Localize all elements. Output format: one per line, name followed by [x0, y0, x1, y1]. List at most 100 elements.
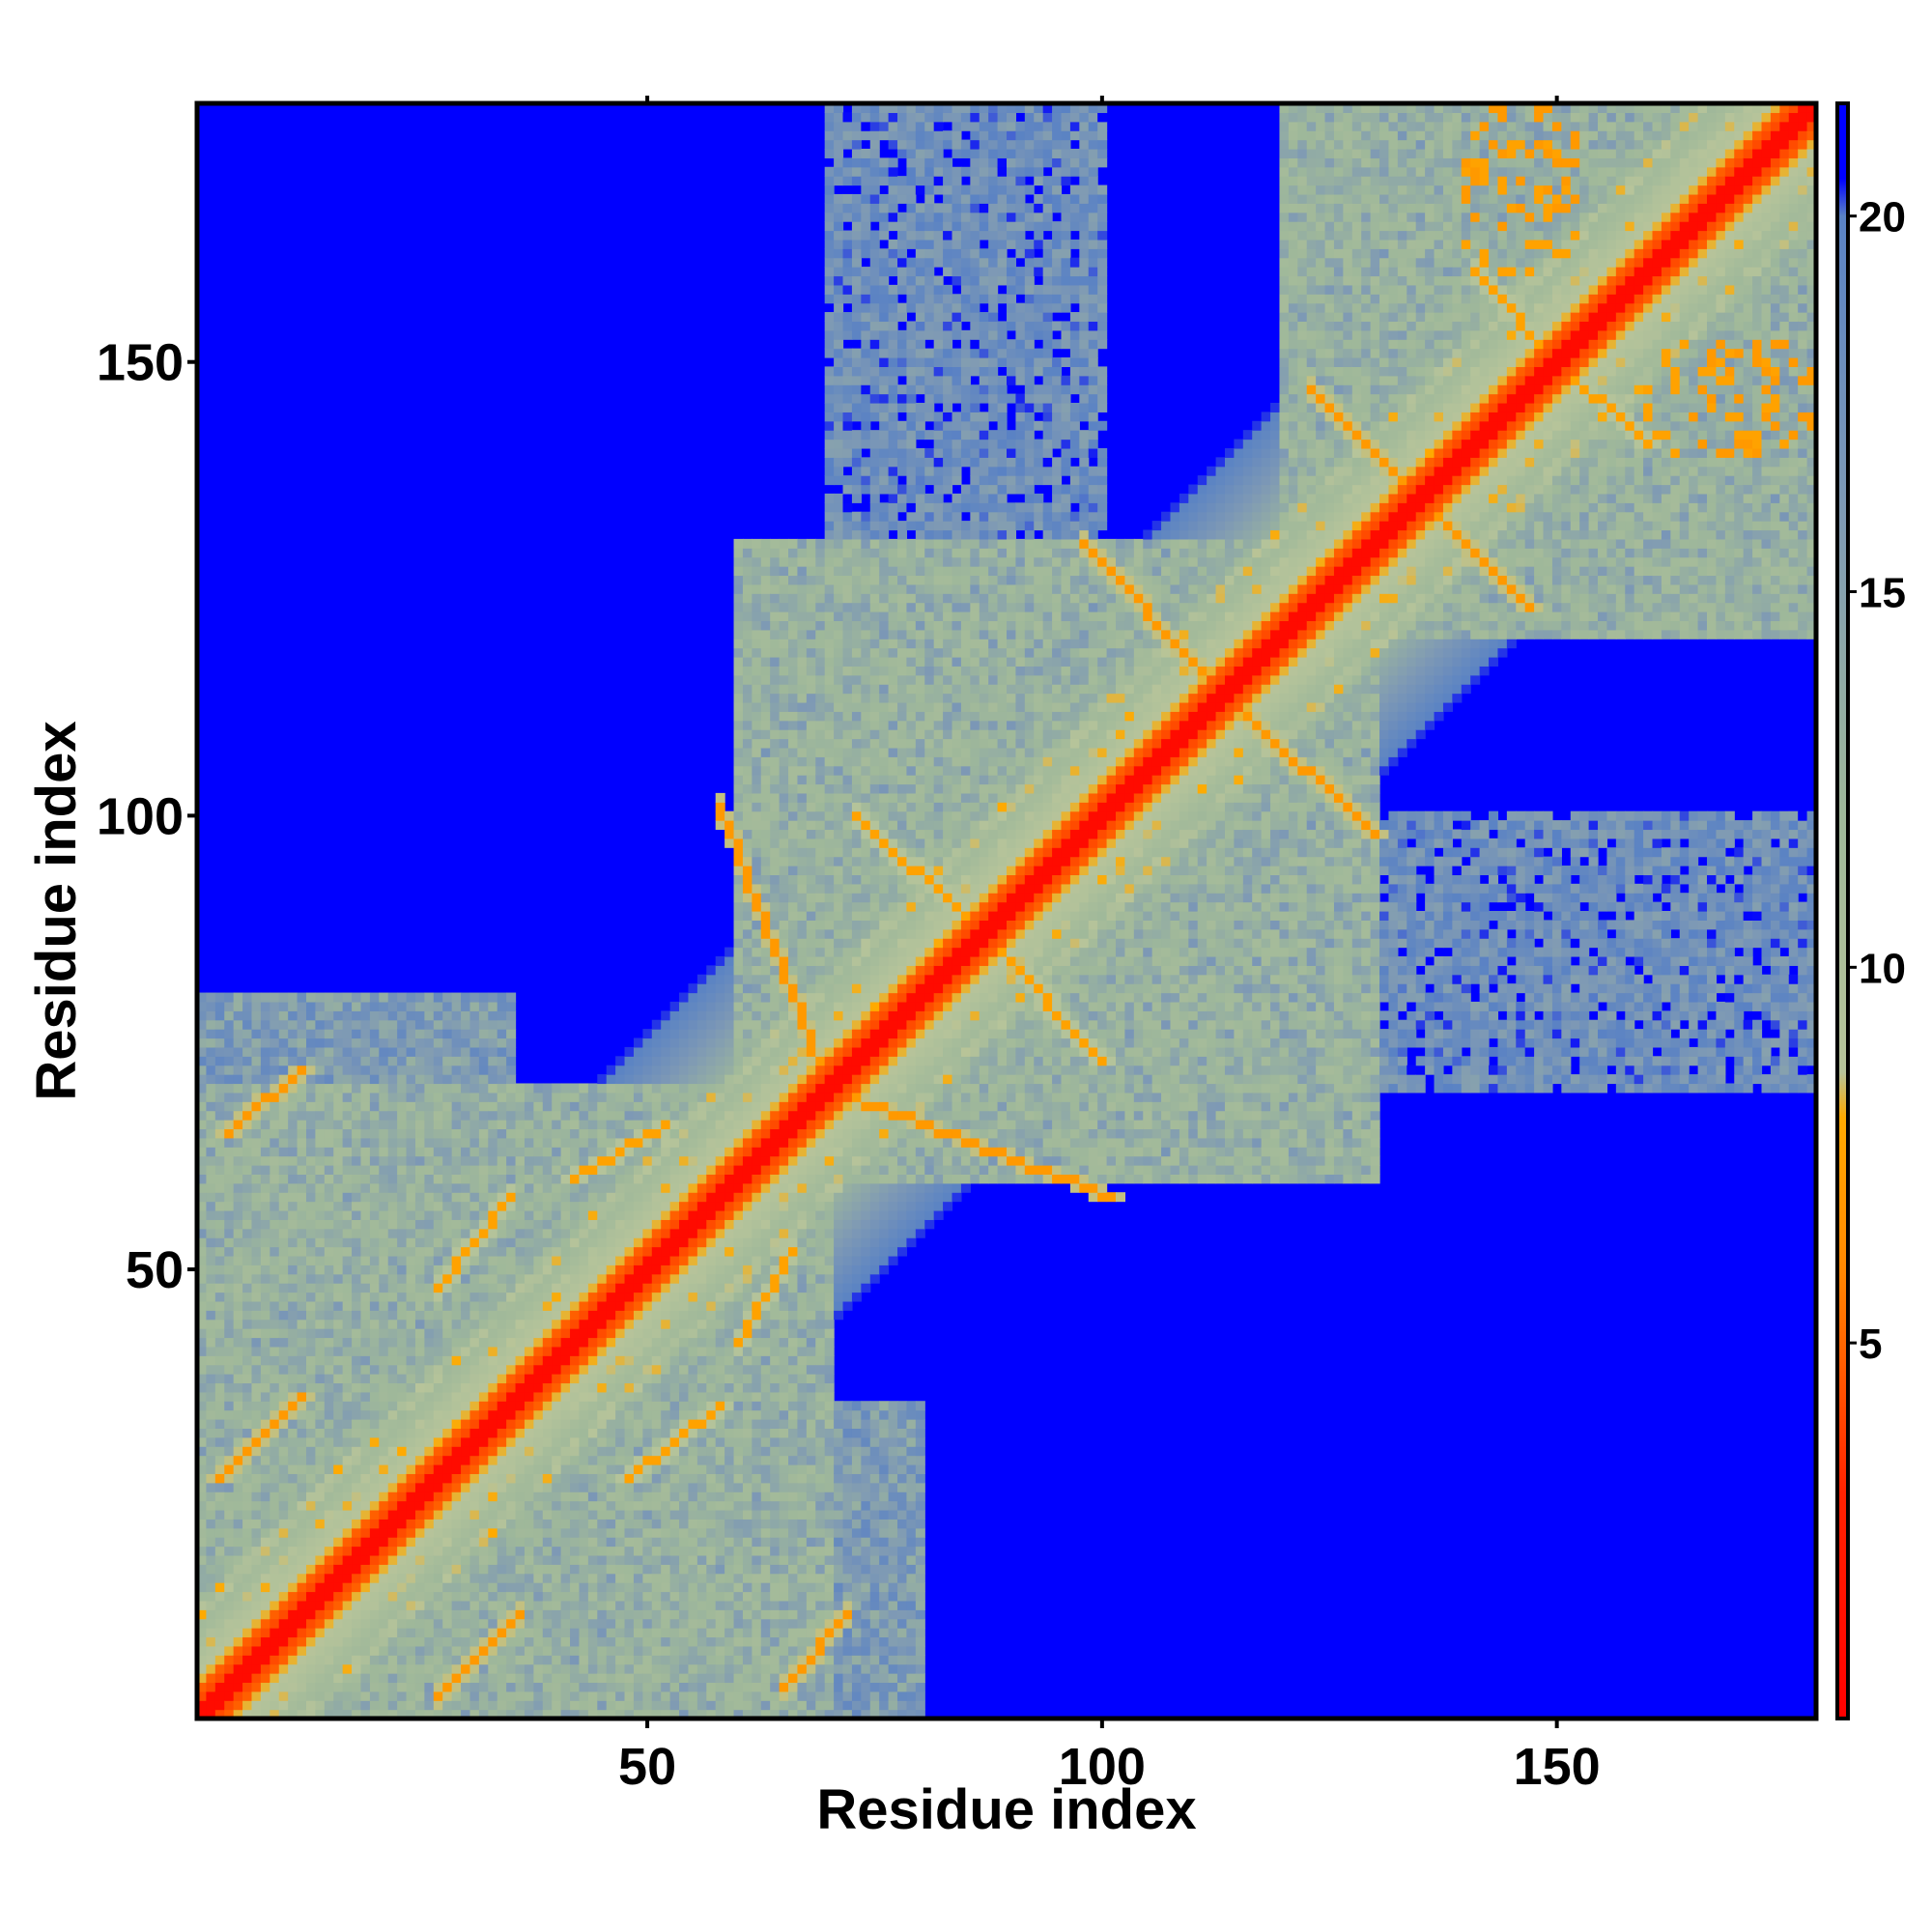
heatmap-cell — [233, 1582, 243, 1593]
heatmap-cell — [206, 1455, 216, 1465]
heatmap-cell — [442, 1328, 453, 1339]
heatmap-cell — [424, 1182, 435, 1193]
heatmap-cell — [224, 1337, 235, 1348]
heatmap-cell — [724, 1591, 735, 1602]
heatmap-cell — [552, 1092, 562, 1102]
heatmap-cell — [414, 1419, 425, 1430]
heatmap-cell — [679, 1120, 690, 1130]
heatmap-cell — [552, 1436, 562, 1447]
heatmap-cell — [360, 1436, 371, 1447]
heatmap-cell — [733, 1147, 744, 1157]
heatmap-cell — [506, 1636, 517, 1647]
heatmap-cell — [506, 1056, 517, 1066]
heatmap-cell — [469, 1120, 480, 1130]
heatmap-cell — [706, 1319, 717, 1329]
heatmap-cell — [533, 1228, 544, 1238]
heatmap-cell — [706, 1165, 717, 1175]
heatmap-cell — [497, 992, 507, 1003]
heatmap-cell — [206, 1137, 216, 1148]
heatmap-cell — [706, 992, 717, 1003]
heatmap-cell — [696, 1056, 707, 1066]
heatmap-cell — [387, 1337, 398, 1348]
heatmap-cell — [451, 1310, 462, 1321]
heatmap-cell — [587, 1264, 598, 1275]
heatmap-cell — [251, 1209, 262, 1220]
heatmap-cell — [342, 1209, 353, 1220]
heatmap-cell — [669, 1700, 680, 1711]
heatmap-cell — [406, 1246, 416, 1257]
heatmap-cell — [397, 1192, 408, 1203]
heatmap-cell — [214, 1355, 225, 1366]
heatmap-cell — [724, 1582, 735, 1593]
heatmap-cell — [333, 1519, 344, 1529]
heatmap-cell — [233, 1436, 243, 1447]
heatmap-cell — [278, 1246, 289, 1257]
heatmap-cell — [260, 1500, 270, 1511]
heatmap-cell — [560, 1709, 571, 1719]
heatmap-cell — [579, 1255, 589, 1265]
heatmap-cell — [570, 1292, 581, 1302]
heatmap-cell — [742, 711, 753, 722]
heatmap-cell — [587, 1120, 598, 1130]
heatmap-cell — [624, 1201, 635, 1211]
heatmap-cell — [270, 1237, 280, 1248]
heatmap-cell — [615, 1473, 626, 1484]
heatmap-cell — [406, 1174, 416, 1184]
heatmap-cell — [515, 1609, 526, 1620]
heatmap-cell — [624, 1128, 635, 1139]
heatmap-cell — [706, 1609, 717, 1620]
heatmap-cell — [397, 1419, 408, 1430]
heatmap-cell — [478, 1709, 489, 1719]
heatmap-cell — [414, 1663, 425, 1674]
heatmap-cell — [360, 1092, 371, 1102]
heatmap-cell — [624, 1283, 635, 1293]
heatmap-cell — [688, 1500, 698, 1511]
heatmap-cell — [270, 1636, 280, 1647]
heatmap-cell — [433, 1120, 443, 1130]
heatmap-cell — [315, 1446, 326, 1457]
heatmap-cell — [206, 1600, 216, 1610]
heatmap-cell — [251, 1401, 262, 1411]
heatmap-cell — [424, 1374, 435, 1384]
heatmap-cell — [478, 1591, 489, 1602]
heatmap-cell — [706, 1228, 717, 1238]
heatmap-cell — [278, 1527, 289, 1538]
heatmap-cell — [305, 1382, 317, 1393]
heatmap-cell — [461, 1582, 471, 1593]
heatmap-cell — [587, 1364, 598, 1375]
heatmap-cell — [752, 775, 762, 785]
heatmap-cell — [251, 1554, 262, 1565]
heatmap-cell — [260, 1655, 270, 1665]
heatmap-cell — [633, 1663, 643, 1674]
heatmap-cell — [260, 1264, 270, 1275]
heatmap-cell — [288, 1283, 298, 1293]
heatmap-cell — [615, 1709, 626, 1719]
heatmap-cell — [506, 1074, 517, 1085]
heatmap-cell — [715, 1292, 725, 1302]
heatmap-cell — [715, 1700, 725, 1711]
heatmap-cell — [642, 1246, 653, 1257]
heatmap-cell — [533, 1690, 544, 1701]
heatmap-cell — [305, 1609, 317, 1620]
heatmap-cell — [352, 1374, 362, 1384]
heatmap-cell — [524, 1428, 534, 1438]
heatmap-cell — [278, 1636, 289, 1647]
heatmap-cell — [324, 1137, 334, 1148]
heatmap-cell — [379, 1147, 389, 1157]
heatmap-cell — [752, 974, 762, 984]
heatmap-cell — [324, 1519, 334, 1529]
heatmap-cell — [397, 1355, 408, 1366]
heatmap-cell — [397, 1564, 408, 1575]
heatmap-cell — [478, 1554, 489, 1565]
heatmap-cell — [724, 1673, 735, 1684]
heatmap-cell — [633, 1609, 643, 1620]
heatmap-cell — [315, 1537, 326, 1548]
heatmap-cell — [424, 1155, 435, 1166]
heatmap-cell — [324, 1337, 334, 1348]
heatmap-cell — [615, 1682, 626, 1692]
heatmap-cell — [206, 1273, 216, 1284]
heatmap-cell — [224, 1554, 235, 1565]
heatmap-cell — [288, 1355, 298, 1366]
heatmap-cell — [214, 1219, 225, 1230]
heatmap-cell — [733, 1573, 744, 1583]
